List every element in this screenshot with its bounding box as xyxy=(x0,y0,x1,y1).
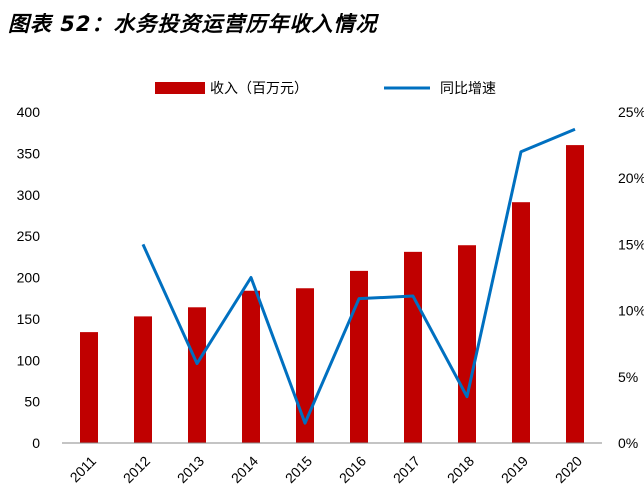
right-axis-tick: 5% xyxy=(618,369,638,385)
bar xyxy=(404,251,422,443)
left-axis-tick: 50 xyxy=(24,394,40,410)
x-axis-tick: 2013 xyxy=(174,453,207,486)
bar xyxy=(188,307,206,443)
left-axis-tick: 350 xyxy=(17,145,41,161)
left-axis-tick: 300 xyxy=(17,187,41,203)
x-axis-tick: 2016 xyxy=(336,453,369,486)
bar xyxy=(512,202,530,443)
right-axis-tick: 15% xyxy=(618,236,644,252)
x-axis-tick: 2019 xyxy=(498,453,531,486)
x-axis-tick: 2011 xyxy=(67,453,100,486)
x-axis-tick: 2015 xyxy=(282,453,315,486)
x-axis-tick: 2018 xyxy=(444,453,477,486)
left-axis-tick: 150 xyxy=(17,311,41,327)
legend-bar-swatch xyxy=(155,82,205,94)
right-axis-tick: 10% xyxy=(618,303,644,319)
chart-title: 图表 52：水务投资运营历年收入情况 xyxy=(8,12,378,36)
right-axis-tick: 0% xyxy=(618,435,638,451)
bar xyxy=(242,290,260,443)
left-axis-tick: 400 xyxy=(17,104,41,120)
left-axis-tick: 100 xyxy=(17,352,41,368)
legend-bar-label: 收入（百万元） xyxy=(210,81,308,97)
right-axis-tick: 20% xyxy=(618,170,644,186)
bar xyxy=(458,245,476,443)
x-axis-tick: 2012 xyxy=(120,453,153,486)
left-axis-tick: 250 xyxy=(17,228,41,244)
legend-line-label: 同比增速 xyxy=(440,81,496,97)
bar xyxy=(80,332,98,443)
x-axis-tick: 2014 xyxy=(228,453,261,486)
bar xyxy=(134,316,152,443)
bar xyxy=(350,270,368,443)
left-axis-tick: 200 xyxy=(17,270,41,286)
left-axis-tick: 0 xyxy=(32,435,40,451)
bar xyxy=(566,145,584,443)
x-axis-tick: 2017 xyxy=(390,453,423,486)
right-axis-tick: 25% xyxy=(618,104,644,120)
x-axis-tick: 2020 xyxy=(552,453,585,486)
bar xyxy=(296,288,314,443)
